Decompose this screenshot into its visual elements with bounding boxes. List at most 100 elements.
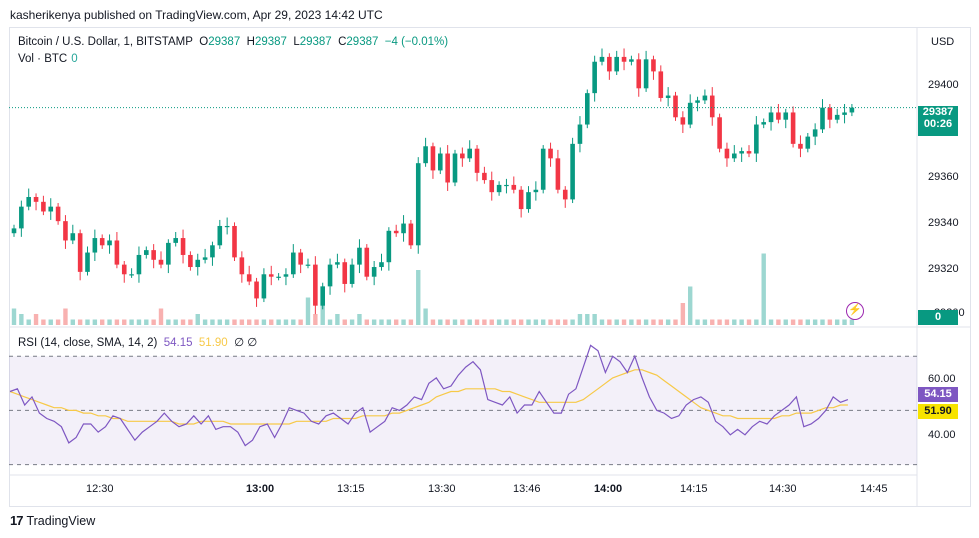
candle-body bbox=[48, 206, 54, 212]
volume-bar bbox=[63, 308, 68, 325]
candle-body bbox=[92, 238, 98, 253]
currency-label[interactable]: USD bbox=[931, 36, 955, 48]
volume-bar bbox=[33, 314, 39, 325]
volume-bar bbox=[114, 319, 120, 325]
volume-bar bbox=[629, 319, 634, 325]
candle-body bbox=[364, 247, 370, 277]
candle-body bbox=[180, 238, 186, 255]
volume-bar bbox=[783, 319, 788, 325]
volume-bar bbox=[563, 319, 568, 325]
candle-body bbox=[202, 257, 208, 260]
candle-body bbox=[834, 114, 840, 120]
volume-bar bbox=[423, 308, 428, 325]
candle-body bbox=[342, 262, 348, 284]
candle-body bbox=[548, 148, 553, 159]
volume-bar bbox=[401, 319, 406, 325]
candle-body bbox=[687, 102, 693, 125]
volume-bar bbox=[430, 319, 436, 325]
candle-body bbox=[136, 254, 142, 275]
candle-body bbox=[195, 259, 201, 268]
rsi-tick: 40.00 bbox=[928, 429, 956, 441]
price-tick: 29340 bbox=[928, 217, 959, 229]
high-label: H bbox=[246, 36, 255, 48]
volume-bar bbox=[11, 308, 17, 325]
volume-bar bbox=[129, 319, 134, 325]
candle-body bbox=[540, 148, 546, 190]
volume-bar bbox=[504, 319, 509, 325]
candle-body bbox=[379, 262, 384, 268]
candle-body bbox=[283, 274, 289, 277]
volume-bar bbox=[357, 314, 362, 325]
volume-bar bbox=[305, 297, 311, 325]
candle-body bbox=[614, 56, 619, 72]
candle-body bbox=[401, 223, 406, 234]
candle-body bbox=[783, 112, 789, 120]
volume-bar bbox=[776, 319, 781, 325]
time-tick: 12:30 bbox=[86, 483, 114, 495]
volume-bar bbox=[416, 270, 421, 325]
volume-bar bbox=[482, 319, 487, 325]
volume-bar bbox=[695, 319, 700, 325]
rsi-sma-tag: 51.90 bbox=[918, 404, 958, 419]
candle-body bbox=[430, 146, 436, 171]
volume-bar bbox=[570, 319, 575, 325]
rsi-tag: 54.15 bbox=[918, 387, 958, 402]
volume-bar bbox=[827, 319, 833, 325]
volume-bar bbox=[379, 319, 384, 325]
volume-bar bbox=[342, 319, 347, 325]
candle-body bbox=[129, 274, 134, 276]
candle-body bbox=[41, 201, 46, 212]
rsi-tick: 60.00 bbox=[928, 373, 956, 385]
volume-bar bbox=[849, 319, 855, 325]
volume-bar bbox=[254, 319, 259, 325]
candle-body bbox=[709, 95, 715, 118]
tradingview-footer[interactable]: 17 TradingView bbox=[10, 513, 95, 528]
volume-bar bbox=[658, 319, 663, 325]
volume-bar bbox=[41, 319, 46, 325]
volume-bar bbox=[202, 319, 208, 325]
candle-body bbox=[842, 112, 847, 115]
volume-bar bbox=[717, 319, 722, 325]
volume-bar bbox=[320, 303, 325, 325]
volume-bar bbox=[122, 319, 127, 325]
candle-body bbox=[305, 264, 311, 266]
volume-bar bbox=[621, 319, 627, 325]
candle-body bbox=[393, 230, 399, 234]
candle-body bbox=[85, 252, 90, 272]
rsi-legend[interactable]: RSI (14, close, SMA, 14, 2) 54.15 51.90 … bbox=[18, 335, 257, 349]
candle-body bbox=[291, 252, 296, 275]
candle-body bbox=[474, 148, 480, 173]
volume-bar bbox=[489, 319, 494, 325]
volume-legend[interactable]: Vol · BTC 0 bbox=[18, 53, 78, 65]
volume-bar bbox=[460, 319, 465, 325]
chart-frame bbox=[9, 27, 971, 507]
rsi-label: RSI (14, close, SMA, 14, 2) bbox=[18, 337, 158, 349]
candle-body bbox=[107, 240, 112, 246]
rsi-sma-line bbox=[9, 369, 848, 425]
volume-bar bbox=[166, 319, 171, 325]
candle-body bbox=[702, 95, 708, 101]
lightning-icon[interactable]: ⚡ bbox=[846, 302, 864, 320]
volume-bar bbox=[842, 319, 847, 325]
volume-bar bbox=[835, 319, 840, 325]
rsi-extra: ∅ ∅ bbox=[234, 337, 258, 349]
time-tick: 14:30 bbox=[769, 483, 797, 495]
candle-body bbox=[357, 247, 362, 265]
volume-bar bbox=[232, 319, 237, 325]
candle-body bbox=[658, 71, 664, 98]
candle-body bbox=[114, 240, 120, 265]
rsi-value: 54.15 bbox=[163, 337, 193, 349]
candle-body bbox=[55, 206, 61, 222]
rsi-sma-value: 51.90 bbox=[198, 337, 228, 349]
volume-bar bbox=[158, 308, 164, 325]
symbol-legend[interactable]: Bitcoin / U.S. Dollar, 1, BITSTAMP O2938… bbox=[18, 36, 448, 48]
volume-bar bbox=[614, 319, 619, 325]
volume-bar bbox=[269, 319, 274, 325]
volume-bar bbox=[224, 319, 230, 325]
volume-bar bbox=[555, 319, 561, 325]
open-label: O bbox=[199, 36, 209, 48]
time-tick: 13:30 bbox=[428, 483, 456, 495]
volume-bar bbox=[394, 319, 399, 325]
price-tick: 29400 bbox=[928, 79, 959, 91]
